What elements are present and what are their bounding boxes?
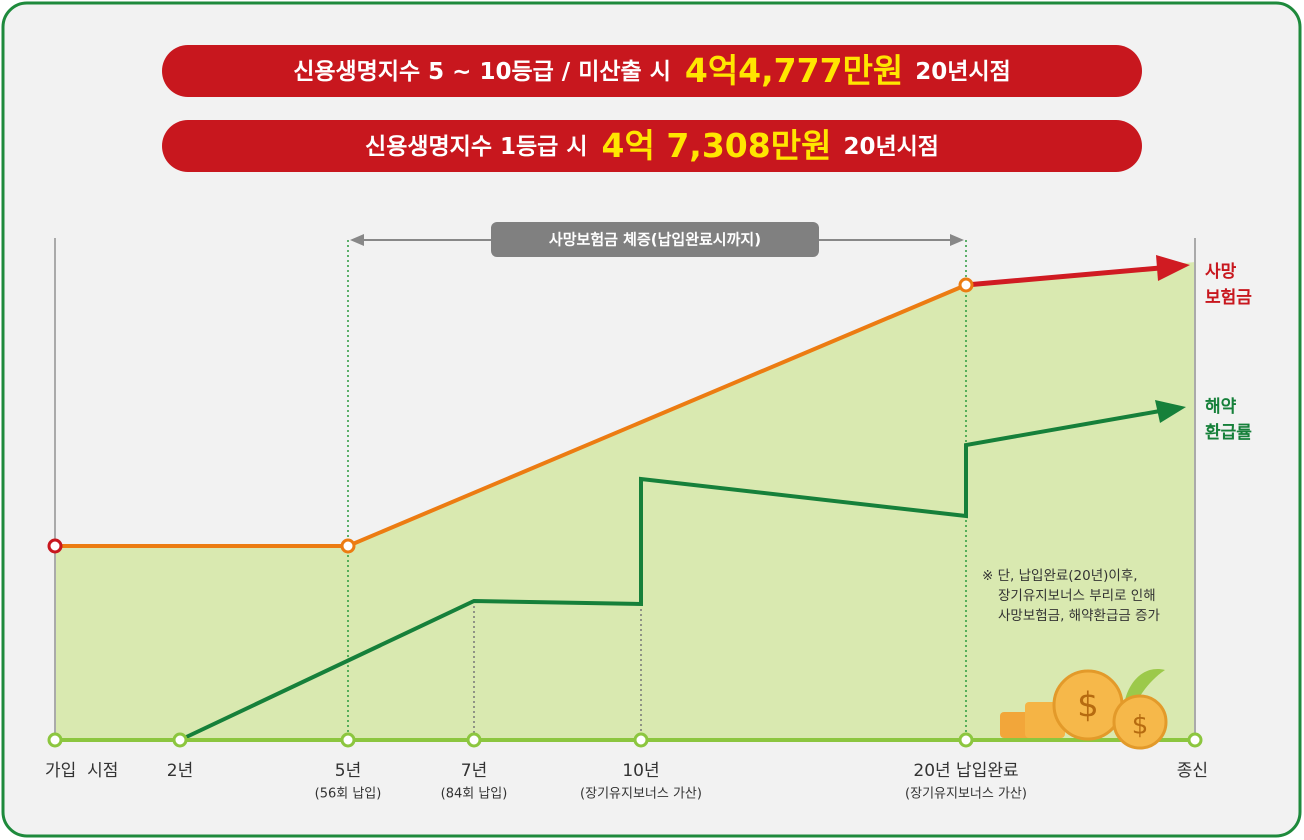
surrender-label: 해약 xyxy=(1205,396,1237,417)
node xyxy=(1189,734,1201,746)
node xyxy=(49,540,61,552)
node xyxy=(49,734,61,746)
banner-suffix: 20년시점 xyxy=(843,134,939,160)
banner-amount: 4억 7,308만원 xyxy=(602,126,832,165)
banner-prefix: 신용생명지수 5 ~ 10등급 / 미산출 시 xyxy=(293,59,671,85)
svg-text:$: $ xyxy=(1077,686,1099,726)
node xyxy=(342,734,354,746)
infographic: 신용생명지수 5 ~ 10등급 / 미산출 시 4억4,777만원 20년시점 신용… xyxy=(0,0,1304,840)
death-label: 사망 xyxy=(1205,262,1237,282)
surrender-label: 환급률 xyxy=(1205,423,1252,443)
x-label: 10년 xyxy=(622,761,659,781)
note: 장기유지보너스 부리로 인해 xyxy=(998,588,1156,604)
node xyxy=(174,734,186,746)
x-label: 2년 xyxy=(167,761,193,781)
x-label: 5년 xyxy=(335,761,361,781)
x-label: 종신 xyxy=(1177,761,1208,781)
node xyxy=(342,540,354,552)
banner-suffix: 20년시점 xyxy=(915,59,1011,85)
x-label: 20년 납입완료 xyxy=(913,761,1018,781)
node xyxy=(468,734,480,746)
x-label: 7년 xyxy=(461,761,487,781)
node xyxy=(635,734,647,746)
note: ※ 단, 납입완료(20년)이후, xyxy=(982,568,1138,584)
x-sublabel: (84회 납입) xyxy=(441,787,508,802)
death-label: 보험금 xyxy=(1205,287,1252,308)
x-sublabel: (장기유지보너스 가산) xyxy=(580,787,702,802)
svg-text:$: $ xyxy=(1132,711,1149,741)
node xyxy=(960,279,972,291)
banner-prefix: 신용생명지수 1등급 시 xyxy=(365,134,587,160)
x-sublabel: (장기유지보너스 가산) xyxy=(905,787,1027,802)
note: 사망보험금, 해약환급금 증가 xyxy=(998,608,1160,624)
period-label: 사망보험금 체증(납입완료시까지) xyxy=(549,231,761,249)
x-sublabel: (56회 납입) xyxy=(315,787,382,802)
node xyxy=(960,734,972,746)
banner-amount: 4억4,777만원 xyxy=(685,51,903,90)
x-label: 가입 시점 xyxy=(45,761,118,781)
